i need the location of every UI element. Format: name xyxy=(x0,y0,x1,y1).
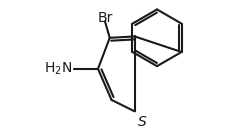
Text: Br: Br xyxy=(97,11,113,25)
Text: H$_2$N: H$_2$N xyxy=(45,61,73,77)
Text: S: S xyxy=(138,114,147,129)
